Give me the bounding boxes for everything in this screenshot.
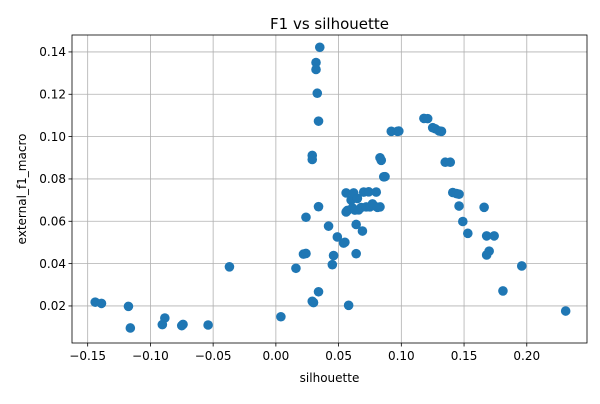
y-tick-label: 0.14: [39, 45, 66, 59]
scatter-point: [481, 231, 492, 241]
y-tick-label: 0.08: [39, 172, 66, 186]
scatter-point: [157, 319, 168, 330]
x-tick-label: −0.15: [69, 349, 106, 363]
scatter-point: [516, 261, 527, 271]
x-tick-label: −0.10: [132, 349, 169, 363]
axis-ticks: −0.15 −0.10 −0.05 0.00 0.05 0.10 0.15 0.20 0.02 0…: [39, 45, 540, 363]
scatter-point: [463, 228, 473, 239]
scatter-point: [376, 155, 387, 166]
scatter-point: [176, 320, 187, 331]
scatter-point: [301, 248, 311, 259]
scatter-point: [96, 298, 107, 309]
scatter-point: [479, 202, 489, 213]
x-tick-label: 0.00: [263, 349, 290, 363]
scatter-point: [454, 201, 464, 211]
scatter-point: [363, 187, 374, 197]
scatter-point: [484, 246, 494, 256]
y-tick-label: 0.06: [39, 214, 66, 228]
scatter-point: [291, 263, 301, 274]
x-tick-label: −0.05: [195, 349, 232, 363]
scatter-point: [203, 320, 213, 330]
scatter-point: [313, 286, 324, 297]
x-tick-label: 0.10: [388, 349, 415, 363]
scatter-point: [314, 42, 325, 53]
scatter-point: [489, 231, 499, 241]
plot-area-frame: [71, 34, 588, 344]
x-tick-label: 0.05: [325, 349, 352, 363]
scatter-point: [276, 311, 286, 322]
grid-lines: [72, 35, 587, 343]
scatter-point: [308, 297, 319, 308]
x-tick-label: 0.20: [513, 349, 540, 363]
scatter-point: [123, 301, 134, 312]
scatter-point: [341, 188, 351, 198]
scatter-point: [343, 300, 354, 311]
scatter-point: [313, 201, 324, 212]
scatter-point: [332, 232, 343, 242]
scatter-point: [307, 154, 318, 165]
scatter-point: [327, 259, 338, 270]
scatter-point: [394, 126, 404, 136]
scatter-point: [328, 250, 339, 261]
data-points: [90, 42, 571, 333]
scatter-point: [380, 171, 390, 182]
scatter-point: [498, 286, 508, 296]
scatter-point: [375, 202, 385, 212]
scatter-point: [340, 237, 350, 248]
scatter-point: [457, 216, 468, 227]
scatter-point: [312, 88, 323, 99]
scatter-point: [323, 221, 334, 231]
scatter-point: [422, 113, 433, 124]
y-tick-label: 0.10: [39, 130, 66, 144]
scatter-point: [224, 261, 235, 272]
y-tick-label: 0.12: [39, 87, 66, 101]
scatter-point: [125, 323, 136, 333]
scatter-point: [301, 212, 311, 223]
y-tick-label: 0.04: [39, 257, 66, 271]
x-axis-label: silhouette: [300, 371, 360, 385]
y-tick-label: 0.02: [39, 299, 66, 313]
scatter-point: [445, 157, 456, 168]
scatter-point: [352, 193, 363, 204]
scatter-point: [371, 187, 382, 197]
chart-title: F1 vs silhouette: [270, 15, 389, 33]
scatter-point: [351, 248, 361, 259]
scatter-point: [436, 126, 447, 137]
x-tick-label: 0.15: [451, 349, 478, 363]
scatter-point: [311, 57, 321, 68]
scatter-point: [351, 219, 361, 230]
y-axis-label: external_f1_macro: [15, 134, 29, 245]
scatter-point: [454, 189, 464, 199]
scatter-point: [357, 226, 368, 236]
scatter-point: [560, 306, 571, 316]
scatter-point: [313, 116, 324, 126]
scatter-point: [311, 64, 321, 75]
